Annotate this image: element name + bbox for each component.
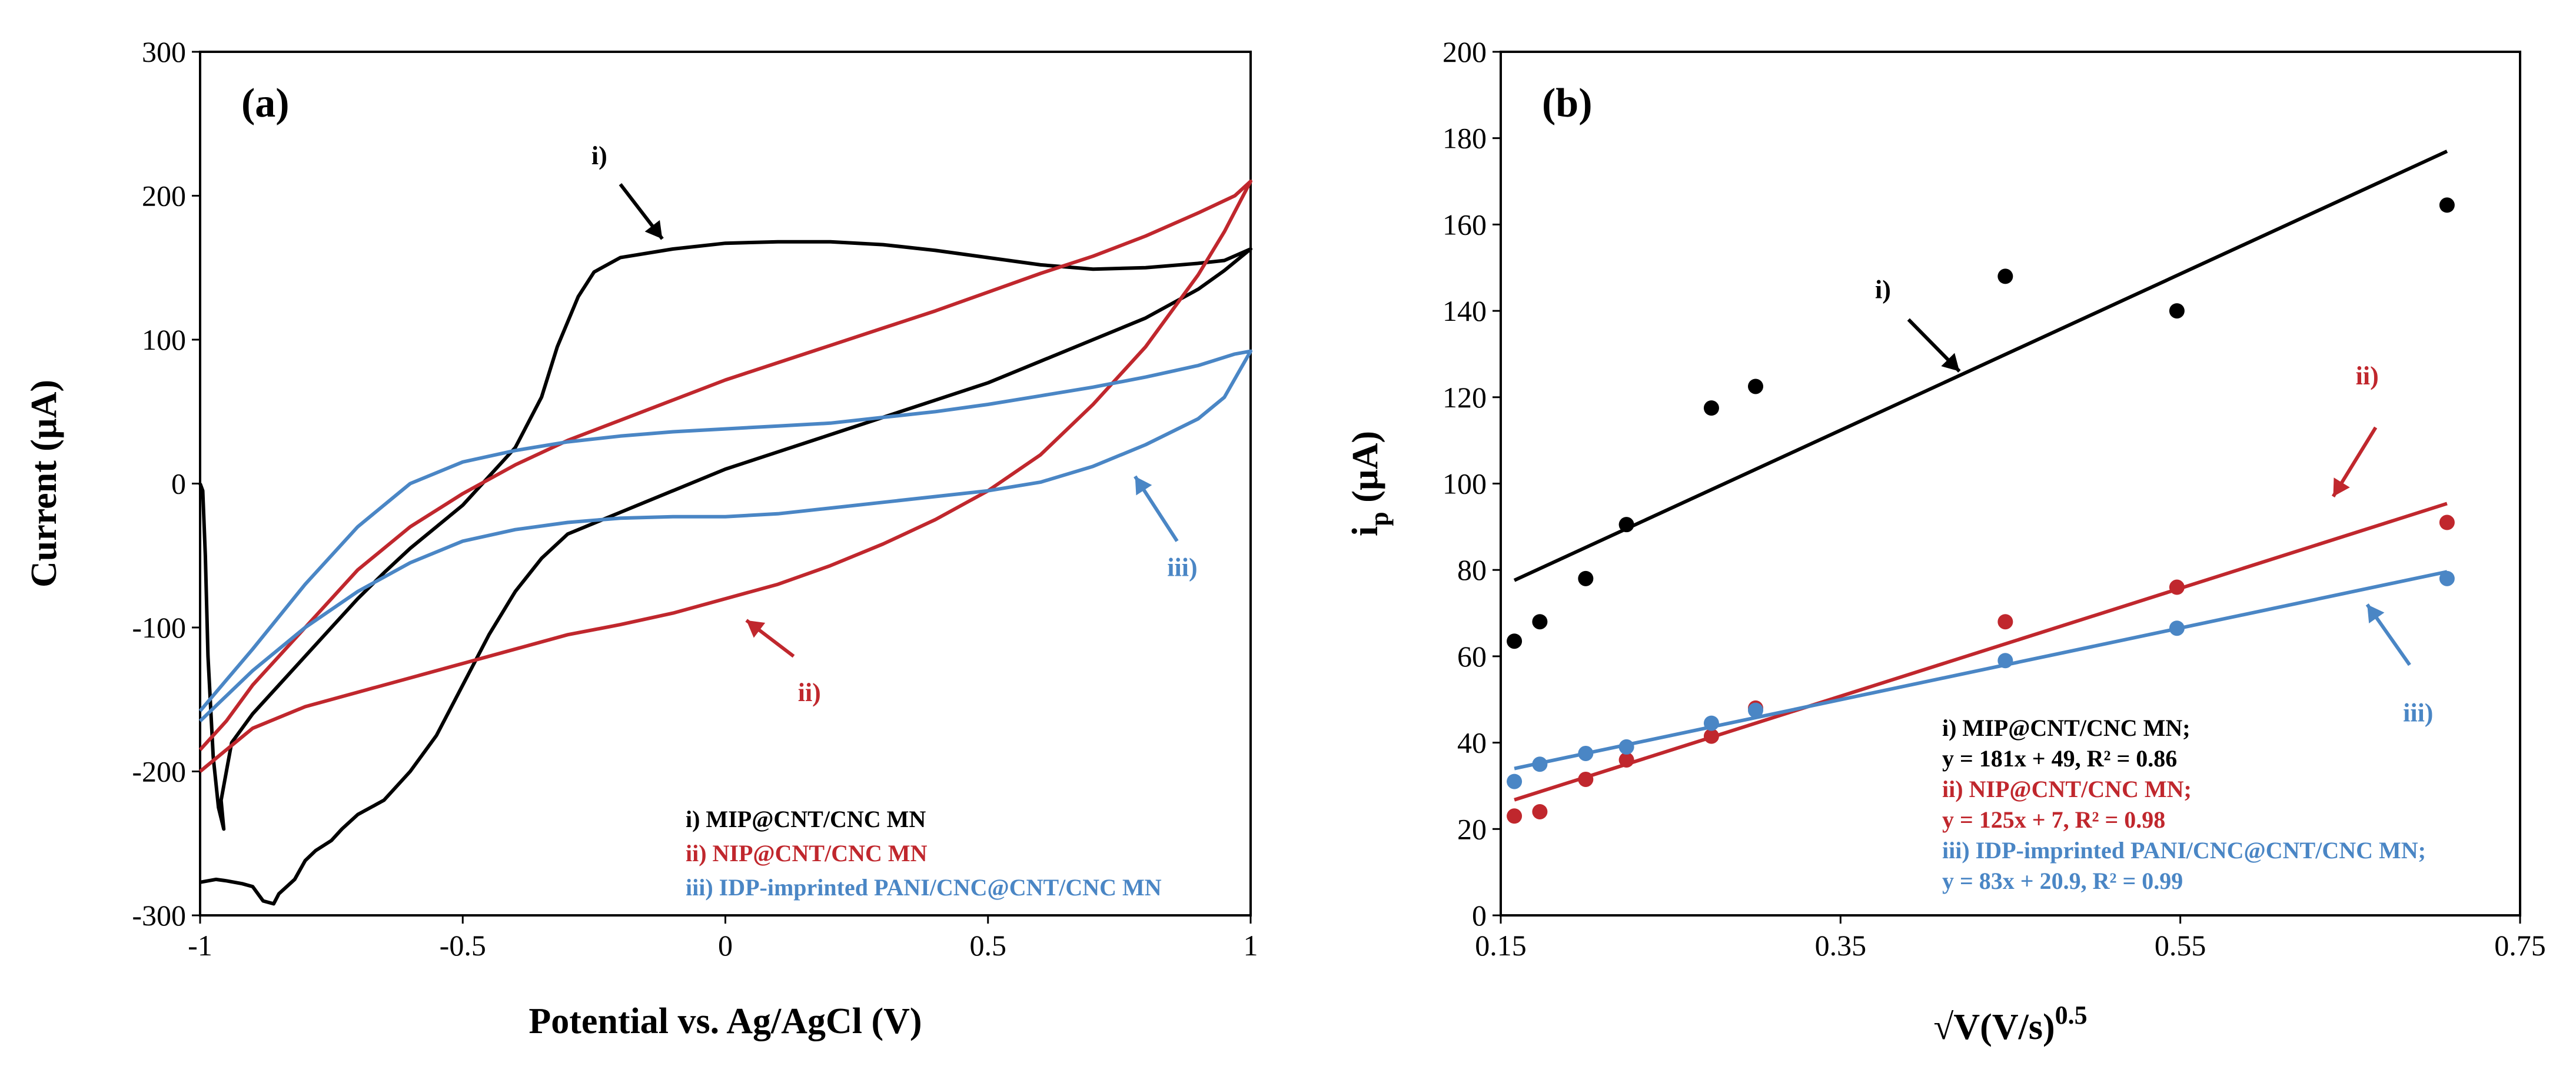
- annotation-label: ii): [2356, 361, 2379, 390]
- fit-legend-equation: y = 83x + 20.9, R² = 0.99: [1942, 868, 2183, 894]
- data-point-series-1: [1578, 570, 1594, 586]
- x-axis-label: Potential vs. Ag/AgCl (V): [529, 1001, 922, 1041]
- data-point-series-3: [2439, 570, 2455, 586]
- x-tick-label: 0.15: [1475, 929, 1527, 962]
- x-tick-label: 0: [718, 929, 733, 962]
- y-tick-label: 200: [1442, 35, 1487, 68]
- y-axis-label-sub: p: [1365, 512, 1394, 526]
- y-tick-label: 120: [1442, 381, 1487, 414]
- cv-curve-2: [198, 180, 1252, 773]
- y-tick-label: 40: [1457, 726, 1487, 759]
- legend-entry: ii) NIP@CNT/CNC MN: [686, 840, 928, 866]
- data-point-series-1: [1997, 268, 2013, 284]
- legend-entry: i) MIP@CNT/CNC MN: [686, 806, 926, 832]
- data-point-series-2: [2169, 579, 2185, 595]
- data-point-series-1: [1703, 400, 1719, 416]
- y-tick-label: -100: [132, 611, 186, 644]
- y-tick-label: 140: [1442, 294, 1487, 327]
- y-axis-label: ip (µA): [1345, 431, 1394, 536]
- y-tick-label: 20: [1457, 812, 1487, 845]
- y-tick-label: 0: [171, 467, 186, 500]
- annotation-label: iii): [2403, 698, 2433, 727]
- data-point-series-3: [1748, 702, 1763, 718]
- data-point-series-2: [1997, 614, 2013, 630]
- y-tick-label: 80: [1457, 553, 1487, 586]
- y-tick-label: 200: [142, 180, 186, 213]
- data-point-series-2: [1618, 752, 1634, 768]
- x-tick-label: 0.75: [2494, 929, 2546, 962]
- y-tick-label: 0: [1472, 899, 1487, 932]
- data-point-series-2: [2439, 514, 2455, 530]
- fit-legend-name: i) MIP@CNT/CNC MN;: [1942, 715, 2191, 741]
- panel-label: (a): [241, 81, 290, 126]
- cv-curve-3: [198, 349, 1252, 723]
- x-axis-label-sup: 0.5: [2055, 1001, 2088, 1030]
- data-point-series-2: [1507, 808, 1523, 824]
- fit-legend-name: iii) IDP-imprinted PANI/CNC@CNT/CNC MN;: [1942, 837, 2426, 864]
- data-point-series-3: [1532, 756, 1548, 772]
- data-point-series-3: [1997, 653, 2013, 669]
- fit-legend-equation: y = 125x + 7, R² = 0.98: [1942, 806, 2165, 833]
- panel-b-peak-current-vs-scan-rate: 0.15 0.35 0.55 0.75 0 20 40 60 80 100 120 140 160 180…: [1345, 35, 2546, 1047]
- annotation-arrowhead: [1135, 476, 1152, 496]
- legend-entry: iii) IDP-imprinted PANI/CNC@CNT/CNC MN: [686, 874, 1162, 901]
- x-axis-label-main: √V(V/s): [1933, 1007, 2055, 1047]
- fit-line-1: [1513, 150, 2448, 582]
- y-tick-label: 100: [1442, 467, 1487, 500]
- panel-label: (b): [1542, 81, 1593, 126]
- data-point-series-3: [1507, 773, 1523, 789]
- data-point-series-1: [1532, 614, 1548, 630]
- data-point-series-3: [1618, 739, 1634, 755]
- y-tick-label: 180: [1442, 122, 1487, 155]
- y-axis-label-unit: (µA): [1345, 431, 1385, 512]
- y-tick-label: 160: [1442, 208, 1487, 241]
- fit-line-2: [1514, 502, 2448, 802]
- data-point-series-1: [2439, 197, 2455, 213]
- data-point-series-2: [1703, 728, 1719, 744]
- annotation-label: iii): [1167, 553, 1197, 582]
- x-tick-label: -1: [188, 929, 212, 962]
- annotation-arrowhead: [1941, 353, 1960, 371]
- y-tick-label: -300: [132, 899, 186, 932]
- annotation-arrowhead: [2333, 477, 2350, 497]
- data-point-series-1: [1748, 379, 1763, 394]
- data-point-series-3: [1703, 715, 1719, 731]
- annotation-label: ii): [798, 678, 821, 707]
- data-point-series-3: [1578, 745, 1594, 761]
- panel-a-cyclic-voltammogram: -1 -0.5 0 0.5 1 -300 -200 -100 0 100 200 300 (a) Pote…: [24, 35, 1258, 1041]
- annotation-label: i): [591, 141, 607, 170]
- data-point-series-1: [1618, 517, 1634, 533]
- annotation-arrowhead: [746, 620, 766, 638]
- data-point-series-2: [1578, 771, 1594, 787]
- x-tick-label: 0.35: [1815, 929, 1867, 962]
- data-point-series-1: [1507, 633, 1523, 649]
- annotation-arrowhead: [2367, 604, 2385, 623]
- y-axis-label: Current (µA): [24, 380, 64, 587]
- x-tick-label: 0.55: [2155, 929, 2206, 962]
- fit-legend-equation: y = 181x + 49, R² = 0.86: [1942, 745, 2177, 772]
- data-point-series-3: [2169, 620, 2185, 636]
- x-tick-label: 1: [1244, 929, 1258, 962]
- annotation-label: i): [1875, 275, 1891, 304]
- x-tick-label: -0.5: [440, 929, 486, 962]
- y-axis-label-main: i: [1345, 526, 1385, 536]
- cv-curve-1: [198, 240, 1252, 906]
- plot-frame: [199, 51, 1252, 917]
- x-axis-label: √V(V/s)0.5: [1933, 1001, 2087, 1047]
- y-tick-label: -200: [132, 755, 186, 788]
- data-point-series-2: [1532, 804, 1548, 819]
- data-point-series-1: [2169, 303, 2185, 319]
- annotation-arrowhead: [644, 220, 663, 239]
- y-tick-label: 100: [142, 323, 186, 356]
- x-tick-label: 0.5: [970, 929, 1007, 962]
- fit-line-3: [1514, 570, 2448, 771]
- fit-legend-name: ii) NIP@CNT/CNC MN;: [1942, 776, 2192, 802]
- y-tick-label: 300: [142, 35, 186, 68]
- y-tick-label: 60: [1457, 640, 1487, 673]
